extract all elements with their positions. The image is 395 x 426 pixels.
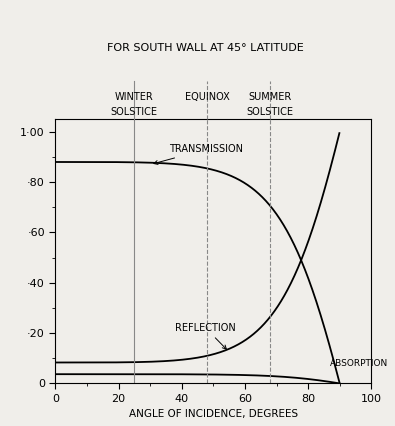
Text: SOLSTICE: SOLSTICE [247, 107, 293, 117]
X-axis label: ANGLE OF INCIDENCE, DEGREES: ANGLE OF INCIDENCE, DEGREES [129, 409, 298, 419]
Text: SOLSTICE: SOLSTICE [111, 107, 158, 117]
Text: WINTER: WINTER [115, 92, 154, 102]
Text: TRANSMISSION: TRANSMISSION [154, 144, 243, 164]
Text: REFLECTION: REFLECTION [175, 323, 236, 349]
Text: FOR SOUTH WALL AT 45° LATITUDE: FOR SOUTH WALL AT 45° LATITUDE [107, 43, 304, 53]
Text: ABSORPTION: ABSORPTION [330, 359, 388, 368]
Text: EQUINOX: EQUINOX [184, 92, 229, 102]
Text: SUMMER: SUMMER [248, 92, 292, 102]
